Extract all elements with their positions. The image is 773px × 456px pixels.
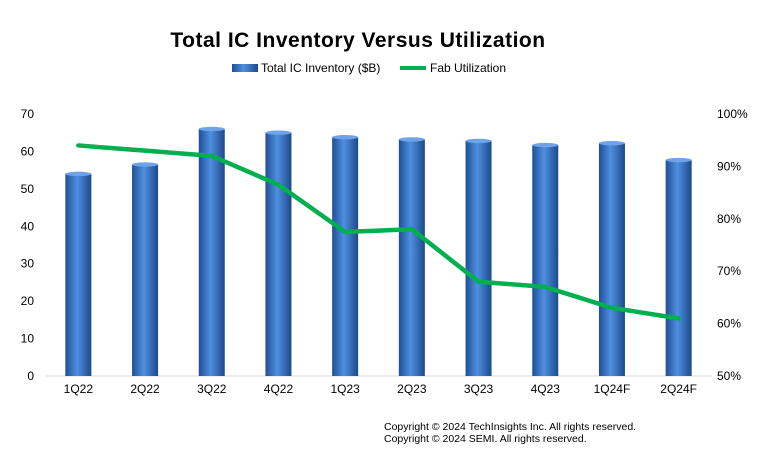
right-tick-label: 70% [717,264,741,278]
left-tick-label: 20 [21,294,35,308]
copyright-techinsights: Copyright © 2024 TechInsights Inc. All r… [384,421,636,433]
legend-label-inventory: Total IC Inventory ($B) [261,61,380,75]
legend-label-utilization: Fab Utilization [430,61,506,75]
left-tick-label: 30 [21,257,35,271]
x-tick-label: 2Q23 [397,382,427,396]
utilization-points [78,145,679,319]
legend: Total IC Inventory ($B) Fab Utilization [232,61,506,75]
x-axis: 1Q22 2Q22 3Q22 4Q22 1Q23 2Q23 3Q23 4Q23 1Q24F 2Q2… [64,382,697,396]
bar-cap [598,140,625,146]
left-tick-label: 40 [21,219,35,233]
bar-1q22 [65,173,92,376]
right-tick-label: 60% [717,317,741,331]
utilization-line [76,143,681,321]
bar-cap [332,135,359,140]
bar-4q22 [265,132,292,376]
chart-title: Total IC Inventory Versus Utilization [170,29,545,52]
right-tick-label: 100% [717,107,748,121]
bar-cap [398,137,425,142]
copyright-semi: Copyright © 2024 SEMI. All rights reserv… [384,433,587,445]
bar-3q22 [198,128,225,376]
bar-3q23 [465,140,492,376]
bar-cap [65,171,92,177]
legend-bar-swatch [232,64,258,72]
bar-cap [465,138,492,144]
x-tick-label: 1Q24F [594,382,631,396]
x-tick-label: 4Q22 [264,382,294,396]
right-tick-label: 90% [717,159,741,173]
bar-cap [132,162,159,167]
bar-4q23 [532,145,559,376]
right-tick-label: 50% [717,369,741,383]
left-tick-label: 0 [27,369,34,383]
bar-cap [532,142,559,148]
left-tick-label: 10 [21,332,35,346]
right-axis: 50% 60% 70% 80% 90% 100% [717,107,748,383]
bar-2q23 [398,139,425,376]
x-tick-label: 3Q22 [197,382,227,396]
x-tick-label: 2Q22 [130,382,160,396]
x-tick-label: 1Q22 [64,382,94,396]
right-tick-label: 80% [717,212,741,226]
bar-1q23 [332,137,359,376]
left-tick-label: 50 [21,182,35,196]
bar-2q24f [665,160,692,376]
left-tick-label: 60 [21,144,35,158]
x-tick-label: 4Q23 [531,382,561,396]
x-tick-label: 1Q23 [330,382,360,396]
bar-cap [265,130,292,135]
bar-1q24f [598,143,625,376]
bar-2q22 [132,164,159,376]
bar-cap [665,157,692,163]
x-tick-label: 3Q23 [464,382,494,396]
x-tick-label: 2Q24F [660,382,697,396]
bar-cap [198,126,225,132]
left-tick-label: 70 [21,107,35,121]
left-axis: 0 10 20 30 40 50 60 70 [21,107,35,383]
bar-series [65,126,692,376]
